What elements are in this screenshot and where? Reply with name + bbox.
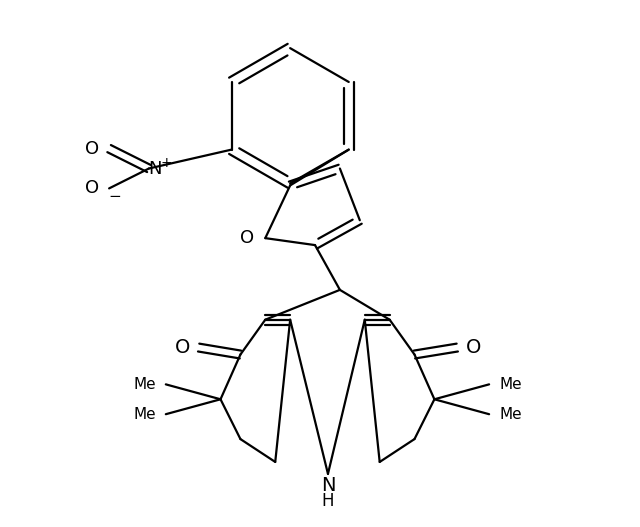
Text: O: O [175,338,191,357]
Text: N: N [321,476,335,495]
Text: +: + [161,155,173,170]
Text: Me: Me [133,377,156,392]
Text: Me: Me [133,407,156,422]
Text: N: N [148,160,162,178]
Text: O: O [241,229,255,247]
Text: O: O [85,140,99,158]
Text: Me: Me [499,407,522,422]
Text: −: − [109,189,122,204]
Text: O: O [85,179,99,198]
Text: H: H [322,492,334,510]
Text: O: O [465,338,481,357]
Text: Me: Me [499,377,522,392]
